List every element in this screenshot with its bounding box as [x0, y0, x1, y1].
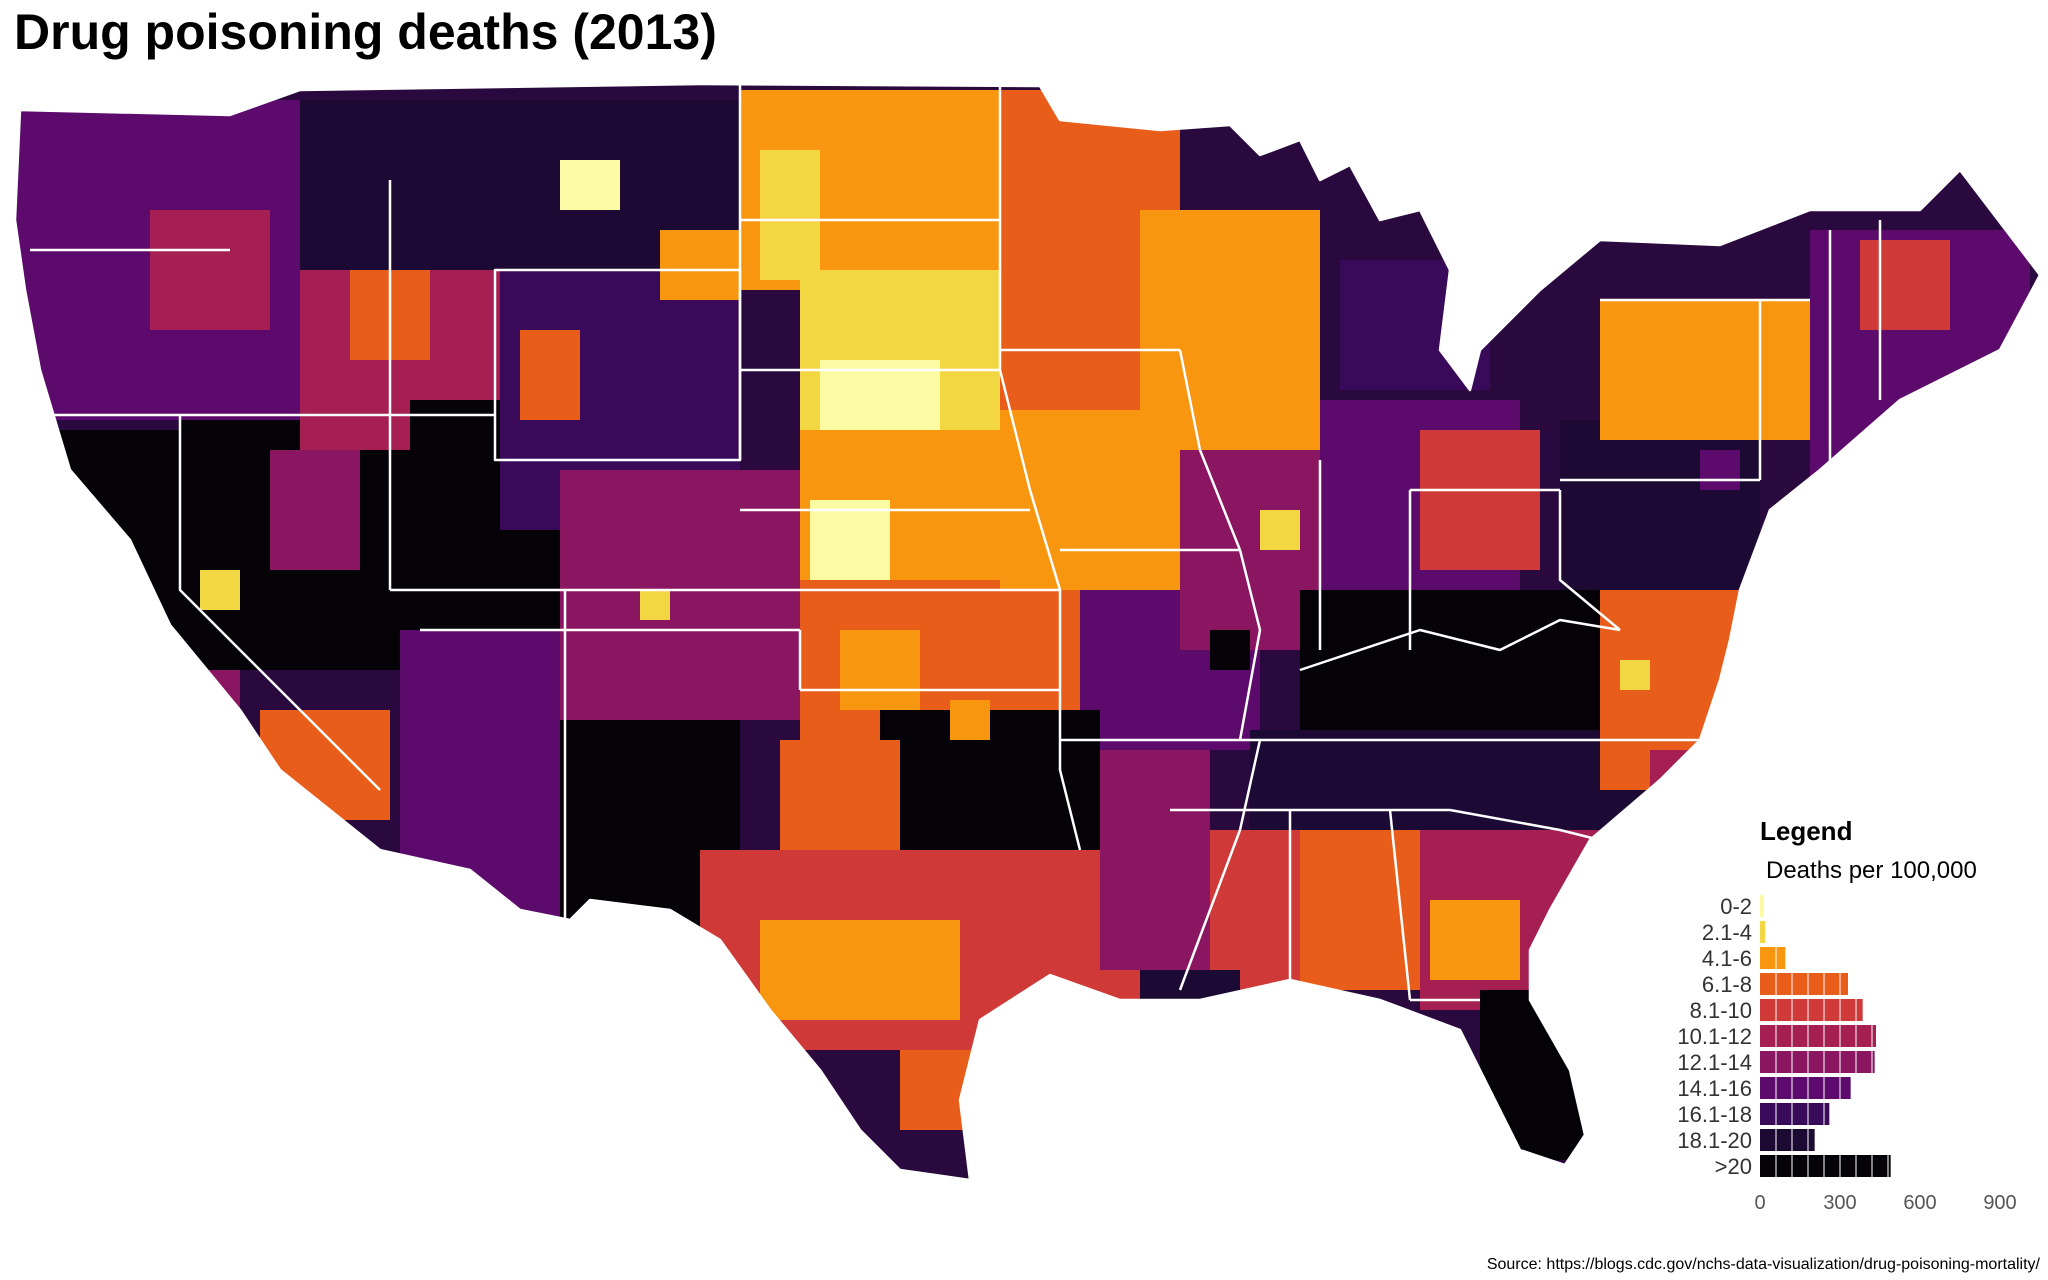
legend-axis-tick: 900 [1983, 1192, 2016, 1214]
legend-class-bar [1760, 1051, 1875, 1073]
map-legend: Legend Deaths per 100,000 0-22.1-44.1-66… [1677, 816, 2016, 1214]
legend-rows: 0-22.1-44.1-66.1-88.1-1010.1-1212.1-1414… [1677, 894, 1891, 1179]
legend-class-bar [1760, 1103, 1830, 1125]
legend-class-label: 18.1-20 [1677, 1128, 1752, 1153]
legend-class-label: >20 [1715, 1154, 1752, 1179]
legend-class-bar [1760, 895, 1764, 917]
legend-subtitle: Deaths per 100,000 [1766, 857, 1977, 884]
legend-axis-tick: 300 [1823, 1192, 1856, 1214]
legend-class-bar [1760, 1129, 1815, 1151]
legend-class-bar [1760, 1077, 1851, 1099]
choropleth-map [13, 82, 2042, 1182]
legend-class-label: 4.1-6 [1702, 946, 1752, 971]
legend-class-bar [1760, 973, 1848, 995]
legend-title: Legend [1760, 816, 1852, 846]
legend-axis-tick: 600 [1903, 1192, 1936, 1214]
source-note: Source: https://blogs.cdc.gov/nchs-data-… [1486, 1256, 2040, 1273]
legend-class-label: 6.1-8 [1702, 972, 1752, 997]
legend-class-label: 0-2 [1720, 894, 1752, 919]
legend-class-label: 10.1-12 [1677, 1024, 1752, 1049]
legend-class-label: 2.1-4 [1702, 920, 1752, 945]
legend-class-label: 8.1-10 [1690, 998, 1752, 1023]
legend-class-bar [1760, 921, 1766, 943]
state-borders [13, 82, 2042, 1182]
map-title: Drug poisoning deaths (2013) [14, 4, 717, 60]
legend-class-label: 14.1-16 [1677, 1076, 1752, 1101]
legend-class-bar [1760, 999, 1863, 1021]
legend-class-bar [1760, 1155, 1891, 1177]
legend-axis: 0 300 600 900 [1754, 1192, 2016, 1214]
legend-axis-tick: 0 [1754, 1192, 1765, 1214]
legend-class-bar [1760, 1025, 1876, 1047]
legend-class-bar [1760, 947, 1786, 969]
legend-class-label: 12.1-14 [1677, 1050, 1752, 1075]
legend-class-label: 16.1-18 [1677, 1102, 1752, 1127]
